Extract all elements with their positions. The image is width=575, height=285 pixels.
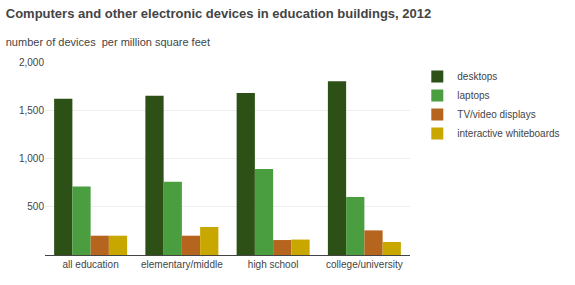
svg-text:500: 500	[27, 201, 44, 212]
svg-text:desktops: desktops	[457, 71, 497, 82]
svg-text:all education: all education	[63, 259, 119, 270]
svg-text:1,500: 1,500	[19, 105, 44, 116]
svg-text:1,000: 1,000	[19, 153, 44, 164]
svg-text:Computers and other electronic: Computers and other electronic devices i…	[6, 6, 432, 21]
svg-text:number of devices per million: number of devices per million square fee…	[6, 36, 210, 48]
svg-text:laptops: laptops	[457, 90, 489, 101]
svg-text:college/university: college/university	[326, 259, 403, 270]
svg-text:elementary/middle: elementary/middle	[141, 259, 223, 270]
svg-text:interactive whiteboards: interactive whiteboards	[457, 128, 559, 139]
svg-text:TV/video displays: TV/video displays	[457, 109, 535, 120]
svg-text:high school: high school	[248, 259, 299, 270]
svg-text:2,000: 2,000	[19, 57, 44, 68]
